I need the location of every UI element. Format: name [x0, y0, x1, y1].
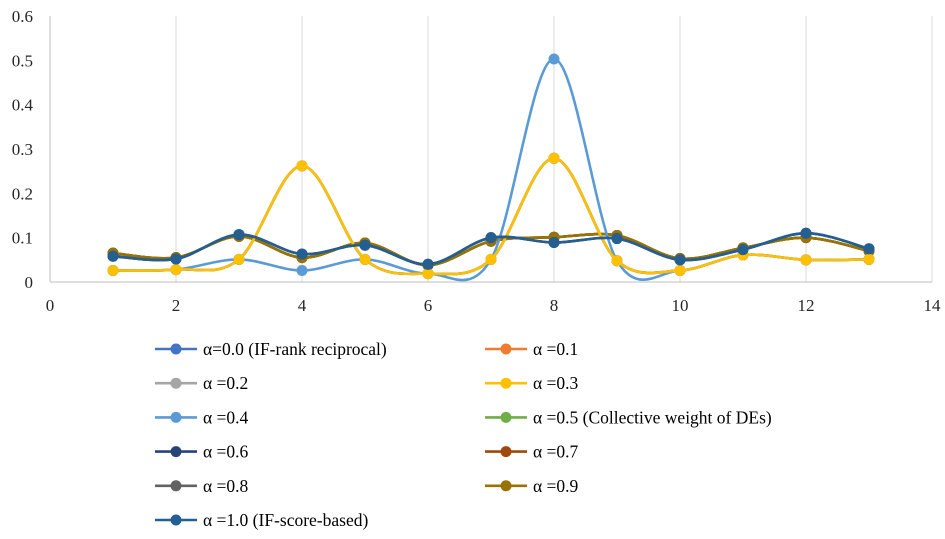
- legend-swatch-marker: [170, 480, 182, 492]
- legend-label: α =0.4: [203, 407, 249, 427]
- data-point: [107, 264, 119, 276]
- data-point: [170, 264, 182, 276]
- x-tick-label: 4: [298, 296, 307, 315]
- legend-swatch-marker: [500, 446, 512, 458]
- legend-label: α =1.0 (IF-score-based): [203, 510, 368, 530]
- legend-item: α=0.0 (IF-rank reciprocal): [155, 339, 387, 359]
- chart-axes: 0 2 4 6 8 10 12 14 0 0.1 0.2 0.3 0.4 0.5 0.6: [12, 7, 941, 315]
- legend-item: α =0.3: [485, 373, 579, 393]
- series-group: [107, 152, 875, 280]
- data-point: [674, 254, 686, 266]
- data-point: [233, 229, 245, 241]
- data-point: [233, 253, 245, 265]
- data-point: [674, 264, 686, 276]
- chart-legend: α=0.0 (IF-rank reciprocal) α =0.1 α =0.2 α …: [155, 339, 772, 530]
- y-tick-label: 0.2: [12, 184, 33, 203]
- legend-item: α =0.4: [155, 407, 249, 427]
- data-point: [611, 255, 623, 267]
- data-point: [485, 253, 497, 265]
- data-point: [737, 244, 749, 256]
- data-point: [611, 233, 623, 245]
- x-tick-label: 14: [924, 296, 942, 315]
- legend-swatch-marker: [170, 343, 182, 355]
- legend-label: α =0.1: [533, 339, 578, 359]
- chart-series: [107, 53, 875, 282]
- data-point: [107, 250, 119, 262]
- x-tick-label: 2: [172, 296, 181, 315]
- legend-label: α =0.5 (Collective weight of DEs): [533, 407, 772, 427]
- y-tick-label: 0.3: [12, 140, 33, 159]
- y-tick-label: 0.5: [12, 51, 33, 70]
- data-point: [800, 227, 812, 239]
- data-point: [170, 253, 182, 265]
- data-point: [296, 160, 308, 172]
- x-tick-label: 6: [424, 296, 433, 315]
- legend-item: α =0.2: [155, 373, 248, 393]
- legend-item: α =0.7: [485, 442, 579, 462]
- data-point: [485, 232, 497, 244]
- legend-label: α =0.3: [533, 373, 579, 393]
- data-point: [359, 239, 371, 251]
- y-tick-label: 0: [25, 273, 34, 292]
- data-point: [548, 152, 560, 164]
- legend-label: α =0.2: [203, 373, 248, 393]
- x-tick-label: 0: [46, 296, 55, 315]
- data-point: [863, 253, 875, 265]
- legend-item: α =0.1: [485, 339, 578, 359]
- legend-swatch-marker: [500, 480, 512, 492]
- data-point: [422, 258, 434, 270]
- x-tick-label: 8: [550, 296, 559, 315]
- data-point: [548, 237, 560, 249]
- data-point: [359, 253, 371, 265]
- data-point: [863, 243, 875, 255]
- data-point: [548, 53, 560, 65]
- legend-label: α=0.0 (IF-rank reciprocal): [203, 339, 387, 359]
- y-tick-label: 0.4: [12, 96, 34, 115]
- data-point: [800, 254, 812, 266]
- legend-swatch-marker: [170, 411, 182, 423]
- legend-swatch-marker: [170, 446, 182, 458]
- legend-label: α =0.7: [533, 442, 579, 462]
- legend-item: α =0.8: [155, 476, 249, 496]
- legend-item: α =0.9: [485, 476, 579, 496]
- data-point: [296, 248, 308, 260]
- series-group: [107, 227, 875, 270]
- y-tick-label: 0.1: [12, 229, 33, 248]
- legend-swatch-marker: [500, 377, 512, 389]
- legend-label: α =0.8: [203, 476, 249, 496]
- x-tick-label: 10: [672, 296, 689, 315]
- legend-swatch-marker: [500, 411, 512, 423]
- legend-item: α =0.5 (Collective weight of DEs): [485, 407, 772, 427]
- legend-item: α =1.0 (IF-score-based): [155, 510, 368, 530]
- data-point: [296, 264, 308, 276]
- legend-label: α =0.9: [533, 476, 579, 496]
- x-tick-label: 12: [798, 296, 815, 315]
- legend-item: α =0.6: [155, 442, 249, 462]
- y-tick-label: 0.6: [12, 7, 33, 26]
- legend-swatch-marker: [170, 377, 182, 389]
- legend-label: α =0.6: [203, 442, 249, 462]
- data-point: [422, 268, 434, 280]
- legend-swatch-marker: [170, 514, 182, 526]
- legend-swatch-marker: [500, 343, 512, 355]
